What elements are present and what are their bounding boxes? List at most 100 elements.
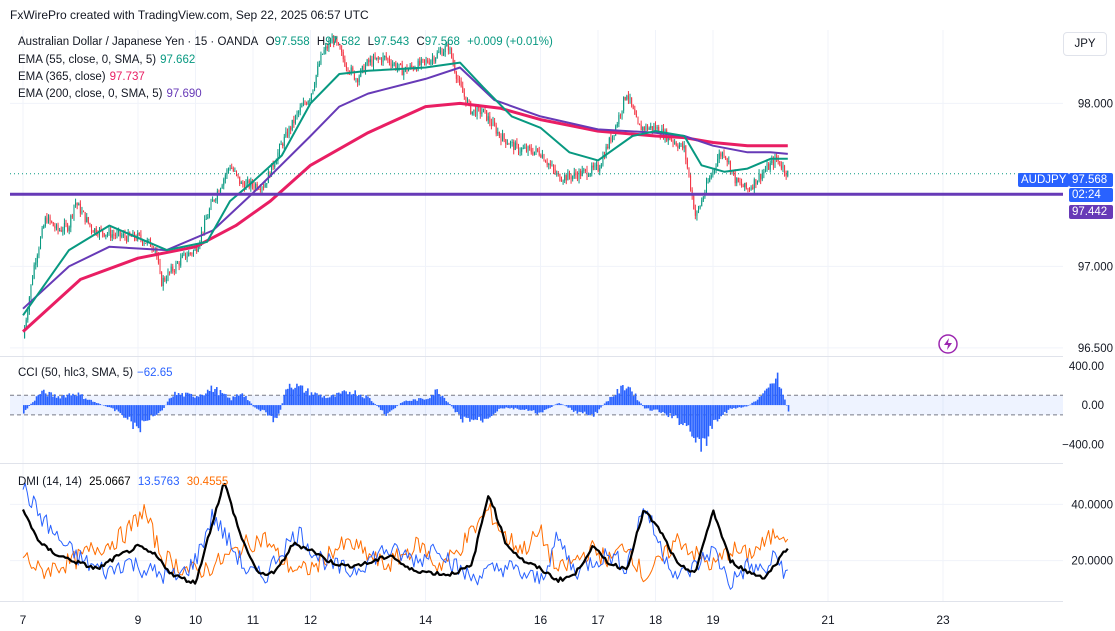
cci-bar: [405, 401, 407, 406]
cci-bar: [611, 397, 613, 405]
candle-body: [599, 168, 600, 171]
candle-body: [183, 253, 184, 255]
cci-bar: [287, 389, 289, 405]
candle-body: [72, 216, 73, 217]
candle-body: [564, 175, 565, 180]
cci-bar: [65, 397, 67, 405]
cci-bar: [451, 405, 453, 406]
cci-bar: [74, 395, 76, 405]
candle-body: [293, 120, 294, 123]
candle-body: [411, 65, 412, 67]
candle-body: [556, 173, 557, 174]
cci-bar: [726, 405, 728, 413]
cci-bar: [604, 403, 606, 405]
cci-bar: [129, 405, 131, 417]
cci-bar: [700, 405, 702, 452]
cci-bar: [145, 405, 147, 421]
cci-bar: [183, 397, 185, 405]
cci-bar: [172, 396, 174, 405]
candle-body: [523, 148, 524, 149]
candle-body: [432, 58, 433, 61]
pane-separator[interactable]: [0, 463, 1063, 464]
candle-body: [64, 223, 65, 231]
cci-value: −62.65: [137, 367, 173, 379]
cci-bar: [54, 394, 56, 405]
candle-body: [497, 132, 498, 134]
cci-bar: [143, 405, 145, 421]
cci-bar: [47, 396, 49, 405]
cci-bar: [487, 405, 489, 419]
candle-body: [639, 124, 640, 125]
candle-body: [402, 65, 403, 76]
candle-body: [32, 278, 33, 284]
candle-body: [430, 60, 431, 64]
ema55-label: EMA (55, close, 0, SMA, 5): [18, 54, 156, 66]
cci-bar: [105, 405, 107, 406]
candle-body: [139, 233, 140, 234]
candle-body: [770, 163, 771, 170]
cci-bar: [156, 405, 158, 415]
pane-separator[interactable]: [0, 356, 1063, 357]
candle-body: [489, 116, 490, 122]
cci-bar: [529, 405, 531, 410]
candle-body: [464, 93, 465, 97]
candle-body: [434, 58, 435, 62]
candle-body: [279, 145, 280, 153]
cci-bar: [61, 396, 63, 405]
cci-bar: [413, 399, 415, 405]
cci-bar: [536, 405, 538, 414]
cci-bar: [531, 405, 533, 411]
cci-bar: [416, 401, 418, 405]
support-price-badge: 97.442: [1069, 205, 1113, 219]
candle-body: [513, 142, 514, 150]
candle-body: [580, 171, 581, 176]
cci-bar: [748, 405, 750, 406]
candle-body: [75, 203, 76, 205]
candle-body: [722, 152, 723, 156]
cci-bar: [99, 404, 101, 405]
cci-bar: [485, 405, 487, 419]
cci-bar: [180, 395, 182, 405]
cci-bar: [475, 405, 477, 419]
candle-body: [749, 189, 750, 190]
time-tick-label: 23: [936, 613, 950, 627]
cci-bar: [757, 400, 759, 405]
candle-body: [787, 171, 788, 176]
candle-body: [56, 225, 57, 229]
cci-bar: [132, 405, 134, 429]
candle-body: [161, 272, 162, 286]
cci-bar: [480, 405, 482, 421]
candle-body: [207, 217, 208, 219]
cci-bar: [158, 405, 160, 413]
candle-body: [462, 86, 463, 92]
cci-bar: [684, 405, 686, 423]
candle-body: [567, 172, 568, 180]
cci-bar: [360, 395, 362, 405]
cci-bar: [39, 394, 41, 405]
cci-bar: [631, 391, 633, 405]
candle-body: [124, 234, 125, 237]
ema200-legend: EMA (200, close, 0, SMA, 5) 97.690: [18, 88, 206, 100]
candle-body: [40, 237, 41, 248]
dmi-minus-value: 30.4555: [187, 476, 229, 488]
candle-body: [512, 142, 513, 143]
candle-body: [167, 272, 168, 280]
candle-body: [531, 148, 532, 152]
cci-bar: [648, 405, 650, 408]
dmi-tick-label: 40.0000: [1071, 499, 1113, 511]
candle-body: [308, 101, 309, 104]
cci-bar: [682, 405, 684, 425]
candle-body: [171, 267, 172, 272]
cci-bar: [669, 405, 671, 413]
cci-bar: [252, 405, 254, 406]
cci-bar: [72, 394, 74, 405]
cci-bar: [558, 403, 560, 405]
candle-body: [614, 135, 615, 136]
cci-bar: [598, 405, 600, 409]
candle-body: [117, 232, 118, 235]
cci-bar: [240, 394, 242, 405]
cci-bar: [722, 405, 724, 415]
candle-body: [653, 126, 654, 130]
cci-bar: [378, 405, 380, 407]
currency-button[interactable]: JPY: [1063, 32, 1107, 56]
